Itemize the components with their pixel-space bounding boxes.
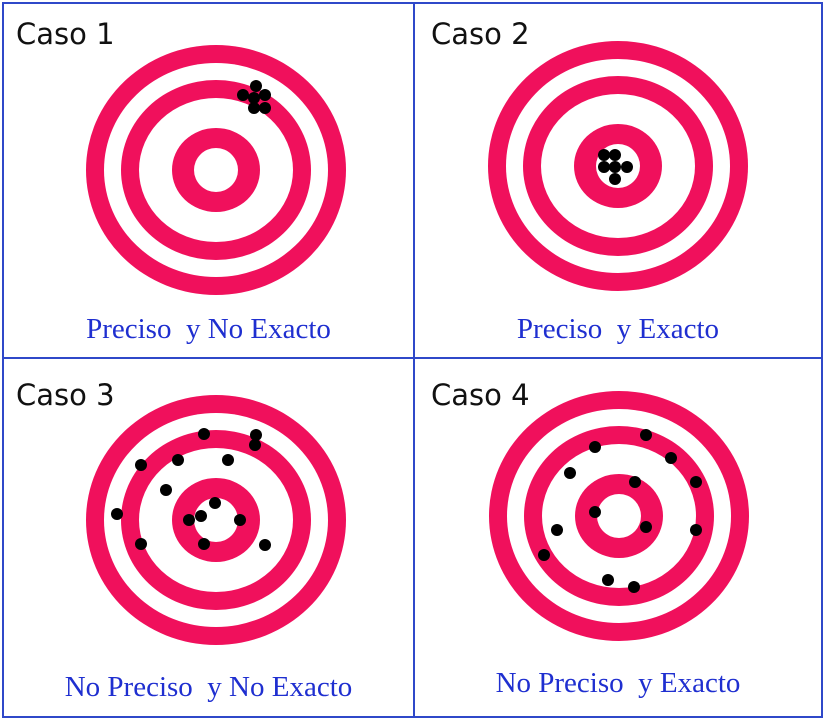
hit-marker: [198, 538, 210, 550]
horizontal-divider: [4, 357, 821, 359]
hit-marker: [222, 454, 234, 466]
hit-marker: [249, 439, 261, 451]
hit-marker: [172, 454, 184, 466]
hit-marker: [135, 538, 147, 550]
panel-caption: No Preciso y No Exacto: [64, 671, 353, 703]
hit-marker: [609, 149, 621, 161]
hit-marker: [259, 102, 271, 114]
hit-marker: [160, 484, 172, 496]
panel-title: Caso 2: [431, 17, 530, 51]
hit-marker: [640, 429, 652, 441]
panel-caption: Preciso y No Exacto: [86, 313, 331, 345]
panel-caso-2: Caso 2 Preciso y Exacto: [415, 4, 821, 357]
hit-marker: [690, 524, 702, 536]
panel-caption: No Preciso y Exacto: [495, 667, 741, 699]
hit-marker: [195, 510, 207, 522]
hit-marker: [237, 89, 249, 101]
hit-marker: [609, 173, 621, 185]
bullseye-target-icon: [86, 395, 346, 645]
target-gap: [597, 494, 641, 538]
hit-marker: [135, 459, 147, 471]
panel-title: Caso 4: [431, 378, 530, 412]
hit-marker: [538, 549, 550, 561]
bullseye-target-icon: [488, 41, 748, 291]
bullseye-target-icon: [489, 391, 749, 641]
hit-marker: [234, 514, 246, 526]
hit-marker: [259, 89, 271, 101]
hit-marker: [250, 429, 262, 441]
hit-marker: [198, 428, 210, 440]
panel-caso-3: Caso 3 No Preciso y No Exacto: [4, 359, 413, 716]
hit-marker: [665, 452, 677, 464]
hit-marker: [589, 506, 601, 518]
hit-marker: [248, 102, 260, 114]
hit-marker: [551, 524, 563, 536]
bullseye-target-icon: [86, 45, 346, 295]
hit-marker: [589, 441, 601, 453]
panel-caption: Preciso y Exacto: [516, 313, 720, 345]
hit-marker: [209, 497, 221, 509]
hit-marker: [629, 476, 641, 488]
panel-caso-4: Caso 4 No Preciso y Exacto: [415, 359, 821, 716]
hit-marker: [111, 508, 123, 520]
target-gap: [194, 148, 238, 192]
hit-marker: [259, 539, 271, 551]
hit-marker: [628, 581, 640, 593]
panel-caso-1: Caso 1 Preciso y No Exacto: [4, 4, 413, 357]
hit-marker: [598, 161, 610, 173]
vertical-divider: [413, 4, 415, 716]
hit-marker: [183, 514, 195, 526]
hit-marker: [564, 467, 576, 479]
target-gap: [194, 498, 238, 542]
hit-marker: [621, 161, 633, 173]
hit-marker: [609, 161, 621, 173]
hit-marker: [248, 92, 260, 104]
hit-marker: [598, 149, 610, 161]
panel-title: Caso 3: [16, 378, 115, 412]
panel-title: Caso 1: [16, 17, 115, 51]
hit-marker: [250, 80, 262, 92]
hit-marker: [602, 574, 614, 586]
hit-marker: [690, 476, 702, 488]
hit-marker: [640, 521, 652, 533]
